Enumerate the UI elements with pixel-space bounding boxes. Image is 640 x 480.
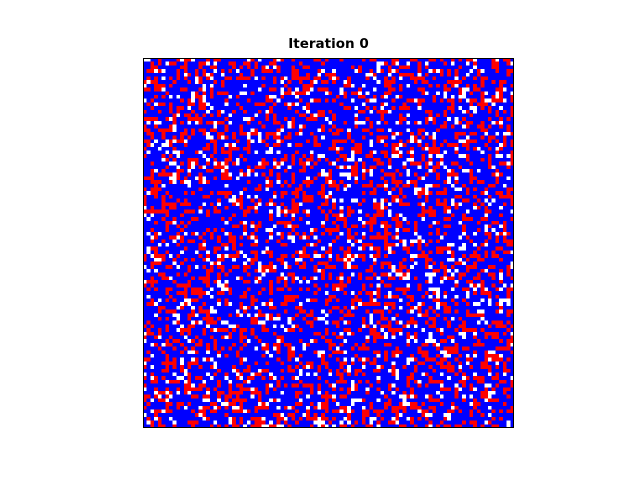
heatmap-grid xyxy=(143,58,514,428)
chart-title: Iteration 0 xyxy=(288,36,369,52)
